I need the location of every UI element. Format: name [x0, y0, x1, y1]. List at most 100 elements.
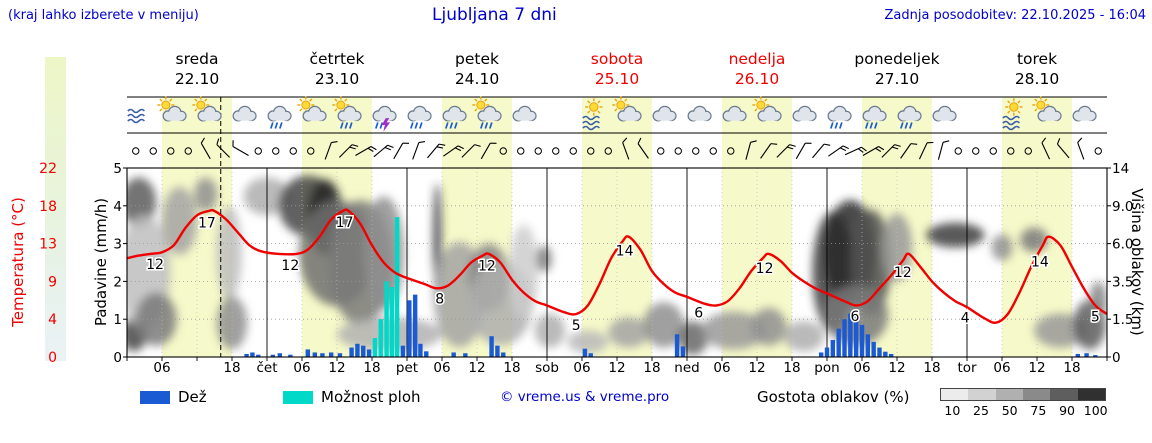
precip-tick: 2	[113, 274, 122, 290]
shower-legend-swatch	[283, 391, 313, 404]
rain-bar	[836, 328, 841, 357]
temperature-label: 6	[851, 309, 860, 325]
temperature-label: 12	[146, 257, 164, 273]
temperature-label: 5	[572, 318, 581, 334]
moon-cloud-icon	[687, 100, 712, 122]
day-name: sreda	[176, 50, 219, 68]
wind-calm-icon	[954, 147, 962, 155]
rain-bar	[288, 354, 293, 357]
moon-icon	[973, 105, 982, 123]
time-tick: 06	[573, 360, 590, 376]
moon-cloud-icon	[1072, 100, 1097, 122]
day-date: 28.10	[1015, 70, 1059, 88]
rain-bar	[328, 352, 334, 357]
rain-bar	[888, 353, 894, 357]
temperature-label: 14	[1031, 255, 1049, 271]
rain-bar	[883, 351, 888, 357]
rain-bar	[495, 345, 500, 357]
rain-bar	[312, 352, 318, 357]
rain-bar	[588, 353, 593, 357]
wind-barb-icon	[427, 143, 446, 159]
wind-barb-icon	[461, 144, 481, 158]
cloud-rain-icon	[267, 105, 292, 129]
wind-barb-icon	[828, 145, 849, 157]
day-date: 27.10	[875, 70, 919, 88]
sun-cloud-icon	[612, 96, 642, 122]
wind-barb-icon	[480, 142, 497, 160]
day-name: četrtek	[309, 50, 364, 68]
day-name: sobota	[591, 50, 643, 68]
cloud-height-tick: 3.5	[1112, 274, 1133, 290]
time-tick: 12	[888, 360, 905, 376]
wind-calm-icon	[604, 147, 612, 155]
time-tick: 12	[748, 360, 765, 376]
rain-bar	[256, 354, 261, 357]
wind-calm-icon	[167, 147, 175, 155]
wind-barb-icon	[918, 141, 934, 160]
rain-bar	[1075, 353, 1081, 357]
time-tick: 12	[1028, 360, 1045, 376]
temperature-value-labels: 12 17 12 17 8 12 5 14 6 12 6 12 4 14 5	[145, 213, 1102, 335]
shower-bar	[394, 217, 400, 357]
rain-bar	[451, 352, 456, 357]
cloud-rain-icon	[442, 105, 467, 129]
time-tick: 06	[153, 360, 170, 376]
rain-bar	[865, 334, 871, 357]
wind-barb-icon	[443, 145, 464, 157]
wind-barb-icon	[355, 146, 377, 156]
rain-bar	[250, 352, 255, 357]
precip-tick: 3	[113, 237, 122, 253]
copyright-link[interactable]: © vreme.us & vreme.pro	[500, 389, 670, 405]
day-date: 22.10	[175, 70, 219, 88]
moon-cloud-icon	[932, 100, 957, 122]
rain-bar	[277, 353, 283, 357]
rain-bar	[848, 313, 853, 357]
rain-bar	[1093, 355, 1098, 357]
wind-calm-icon	[307, 147, 315, 155]
rain-bar	[871, 341, 876, 357]
cloud-density-scalebar	[940, 388, 1106, 401]
wind-barb-icon	[622, 137, 630, 160]
wind-calm-icon	[1024, 147, 1032, 155]
weather-icon-row	[127, 96, 1097, 132]
wind-barb-icon	[795, 142, 812, 160]
precip-tick: 4	[113, 199, 122, 215]
shower-bar	[378, 319, 383, 357]
wind-calm-icon	[184, 147, 192, 155]
gridlines	[127, 168, 1107, 357]
day-date: 24.10	[455, 70, 499, 88]
rain-bar	[877, 347, 882, 357]
rain-legend-label: Dež	[178, 388, 207, 406]
time-tick: 18	[223, 360, 240, 376]
time-tick: 18	[923, 360, 940, 376]
wind-barb-icon	[637, 137, 649, 159]
cloud-rain-icon	[827, 105, 852, 129]
time-tick: ned	[674, 360, 699, 376]
wind-barb-icon	[812, 143, 831, 159]
wind-barb-icon	[200, 137, 211, 160]
wind-calm-icon	[132, 147, 140, 155]
precip-tick: 1	[113, 312, 122, 328]
moon-cloud-icon	[652, 100, 677, 122]
temperature-label: 5	[1091, 309, 1100, 325]
temperature-tick: 0	[48, 350, 57, 366]
sun-cloud-icon	[1032, 96, 1062, 122]
wind-calm-icon	[569, 147, 577, 155]
temperature-tick: 13	[39, 237, 57, 253]
cloud-height-tick: 6.0	[1112, 237, 1133, 253]
sun-cloud-rain-icon	[332, 96, 362, 129]
time-tick: pet	[396, 360, 418, 376]
wind-calm-icon	[972, 147, 980, 155]
shower-bar	[384, 281, 389, 357]
sun-fog-icon	[1002, 98, 1023, 131]
shower-bar	[389, 287, 395, 357]
rain-bar	[853, 317, 859, 357]
cloud-height-tick: 14	[1112, 161, 1129, 177]
moon-cloud-icon	[792, 100, 817, 122]
day-name: petek	[455, 50, 499, 68]
wind-barb-icon	[900, 143, 918, 159]
sun-cloud-icon	[752, 96, 782, 122]
moon-cloud-icon	[232, 100, 257, 122]
wind-barb-icon	[393, 142, 410, 160]
